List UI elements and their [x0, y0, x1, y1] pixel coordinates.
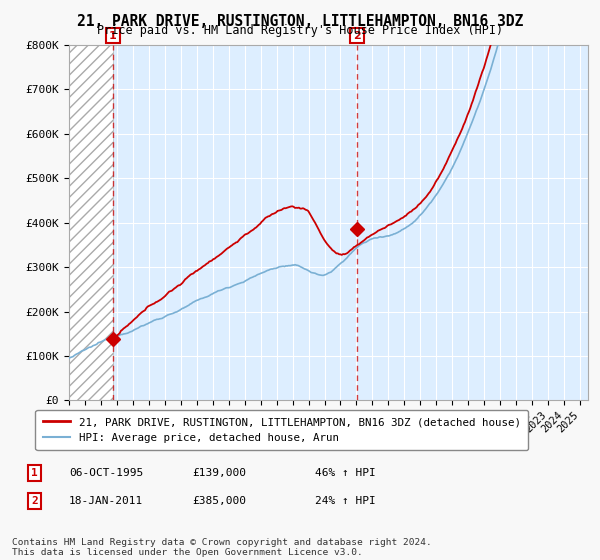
Legend: 21, PARK DRIVE, RUSTINGTON, LITTLEHAMPTON, BN16 3DZ (detached house), HPI: Avera: 21, PARK DRIVE, RUSTINGTON, LITTLEHAMPTO… — [35, 409, 529, 450]
Text: Price paid vs. HM Land Registry's House Price Index (HPI): Price paid vs. HM Land Registry's House … — [97, 24, 503, 37]
Text: 2: 2 — [31, 496, 38, 506]
Text: 2: 2 — [353, 31, 361, 41]
Text: 1: 1 — [109, 31, 117, 41]
Text: £139,000: £139,000 — [192, 468, 246, 478]
Text: 46% ↑ HPI: 46% ↑ HPI — [315, 468, 376, 478]
Text: 06-OCT-1995: 06-OCT-1995 — [69, 468, 143, 478]
Text: 1: 1 — [31, 468, 38, 478]
Text: Contains HM Land Registry data © Crown copyright and database right 2024.
This d: Contains HM Land Registry data © Crown c… — [12, 538, 432, 557]
Text: 18-JAN-2011: 18-JAN-2011 — [69, 496, 143, 506]
Text: 21, PARK DRIVE, RUSTINGTON, LITTLEHAMPTON, BN16 3DZ: 21, PARK DRIVE, RUSTINGTON, LITTLEHAMPTO… — [77, 14, 523, 29]
Bar — [69, 45, 113, 400]
Text: 24% ↑ HPI: 24% ↑ HPI — [315, 496, 376, 506]
Text: £385,000: £385,000 — [192, 496, 246, 506]
